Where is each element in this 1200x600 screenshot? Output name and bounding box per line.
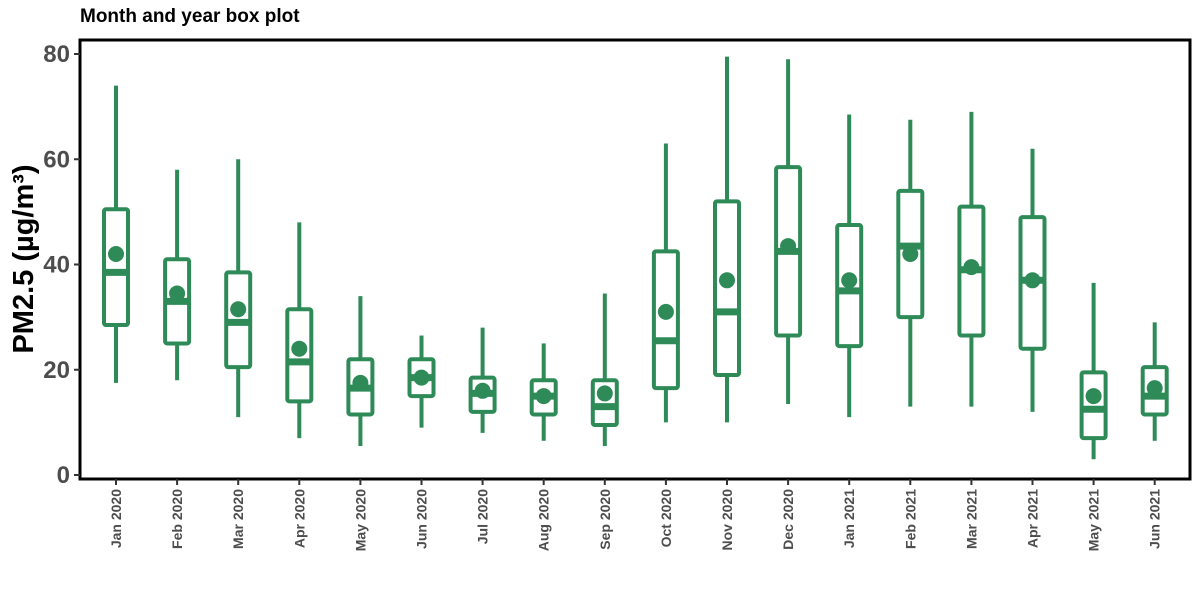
x-tick-label: Mar 2020 <box>230 489 246 549</box>
mean-point <box>169 285 186 302</box>
x-tick-label: May 2020 <box>352 489 368 551</box>
mean-point <box>780 238 797 255</box>
box-dec-2020 <box>774 59 803 404</box>
x-tick-label: Apr 2020 <box>291 489 307 548</box>
box-apr-2020 <box>285 222 314 439</box>
mean-point <box>657 303 674 320</box>
x-tick-label: Jan 2020 <box>108 489 124 548</box>
box-jun-2020 <box>407 335 436 428</box>
x-tick-label: Dec 2020 <box>780 489 796 550</box>
y-axis: 0 20 40 60 80 <box>43 41 80 489</box>
y-tick-label: 40 <box>43 252 70 279</box>
y-tick-label: 20 <box>43 357 70 384</box>
box-mar-2021 <box>957 111 986 407</box>
box-jul-2020 <box>468 327 497 433</box>
mean-point <box>474 382 491 399</box>
y-axis-title: PM2.5 (µg/m³) <box>8 164 40 353</box>
box-feb-2020 <box>163 169 192 381</box>
x-tick-label: Feb 2020 <box>169 489 185 549</box>
x-tick-label: Jun 2020 <box>414 489 430 549</box>
mean-point <box>841 272 858 289</box>
mean-point <box>1146 380 1163 397</box>
mean-point <box>902 245 919 262</box>
box-jan-2020 <box>102 85 130 383</box>
mean-point <box>291 340 308 357</box>
mean-point <box>108 245 124 262</box>
box-may-2020 <box>346 296 375 447</box>
x-tick-label: Jul 2020 <box>475 489 491 544</box>
iqr-box <box>102 207 130 328</box>
y-tick-label: 80 <box>43 41 70 68</box>
box-sep-2020 <box>590 293 619 447</box>
box-aug-2020 <box>529 343 558 441</box>
box-mar-2020 <box>224 159 253 418</box>
mean-point <box>413 369 430 386</box>
y-tick-label: 60 <box>43 146 70 173</box>
mean-point <box>535 388 552 405</box>
box-jan-2021 <box>835 114 864 418</box>
box-nov-2020 <box>713 56 741 423</box>
box-oct-2020 <box>651 143 680 423</box>
box-feb-2021 <box>896 119 925 407</box>
mean-point <box>719 272 735 289</box>
iqr-box <box>1079 370 1108 441</box>
plot-panel-border <box>78 38 1192 481</box>
mean-point <box>596 385 613 402</box>
x-tick-label: Apr 2021 <box>1025 489 1041 548</box>
x-tick-label: May 2021 <box>1086 489 1102 551</box>
mean-point <box>230 301 247 318</box>
x-tick-label: Jan 2021 <box>841 489 857 548</box>
box-may-2021 <box>1079 282 1108 460</box>
mean-point <box>1085 388 1102 405</box>
box-jun-2021 <box>1140 322 1169 441</box>
x-axis: Jan 2020 Feb 2020 Mar 2020 Apr 2020 May 2020… <box>108 479 1163 551</box>
mean-point <box>963 259 980 276</box>
boxes-layer <box>102 56 1169 460</box>
y-tick-label: 0 <box>57 462 70 489</box>
x-tick-label: Jun 2021 <box>1147 489 1163 549</box>
x-tick-label: Oct 2020 <box>658 489 674 548</box>
x-tick-label: Nov 2020 <box>719 489 735 551</box>
x-tick-label: Mar 2021 <box>963 489 979 549</box>
mean-point <box>352 374 369 391</box>
box-apr-2021 <box>1018 148 1047 412</box>
chart-title: Month and year box plot <box>80 6 300 27</box>
x-tick-label: Feb 2021 <box>902 489 918 549</box>
x-tick-label: Aug 2020 <box>536 489 552 551</box>
x-tick-label: Sep 2020 <box>597 489 613 550</box>
mean-point <box>1024 272 1041 289</box>
